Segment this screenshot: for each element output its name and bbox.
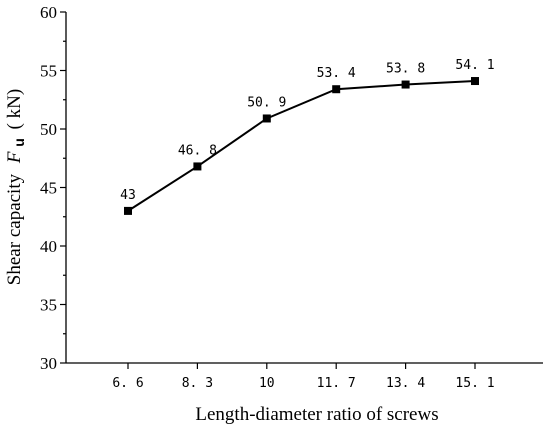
x-axis-ticks: 6. 6 8. 3 10 11. 7 13. 4 15. 1 [112, 363, 495, 391]
x-axis-title: Length-diameter ratio of screws [195, 404, 438, 425]
data-label: 54. 1 [455, 58, 494, 73]
x-tick-label: 6. 6 [112, 376, 143, 391]
y-tick-label: 45 [40, 179, 57, 198]
x-tick-label: 8. 3 [182, 376, 213, 391]
data-point-marker [193, 162, 202, 171]
y-tick-label: 55 [40, 62, 57, 81]
y-tick-label: 30 [40, 354, 57, 373]
y-axis-ticks: 30 35 40 45 50 55 60 [40, 3, 66, 373]
y-tick-label: 50 [40, 120, 57, 139]
y-axis-title-subscript: u [11, 138, 27, 147]
y-tick-label: 35 [40, 296, 57, 315]
data-point-marker [262, 114, 271, 123]
data-point-marker [471, 77, 479, 86]
data-label: 53. 4 [317, 66, 356, 81]
series-line [127, 80, 476, 212]
y-tick-label: 40 [40, 237, 57, 256]
y-tick-label: 60 [40, 3, 57, 22]
data-point-marker [124, 206, 132, 215]
x-tick-label: 10 [259, 376, 275, 391]
data-label: 46. 8 [178, 143, 217, 158]
x-tick-label: 15. 1 [455, 376, 494, 391]
data-point-marker [332, 85, 341, 94]
data-label: 53. 8 [386, 62, 425, 77]
data-label: 50. 9 [247, 95, 286, 110]
data-labels: 43 46. 8 50. 9 53. 4 53. 8 54. 1 [120, 58, 494, 203]
y-axis-title-unit: ( kN) [4, 89, 25, 130]
data-point-marker [401, 80, 410, 89]
y-axis-title-symbol: F [4, 151, 25, 164]
y-axis-title-prefix: Shear capacity [4, 173, 25, 285]
data-series [124, 77, 479, 215]
y-axis-title: Shear capacity F u ( kN) [4, 89, 29, 285]
data-label: 43 [120, 188, 136, 203]
x-tick-label: 13. 4 [386, 376, 425, 391]
x-tick-label: 11. 7 [317, 376, 356, 391]
